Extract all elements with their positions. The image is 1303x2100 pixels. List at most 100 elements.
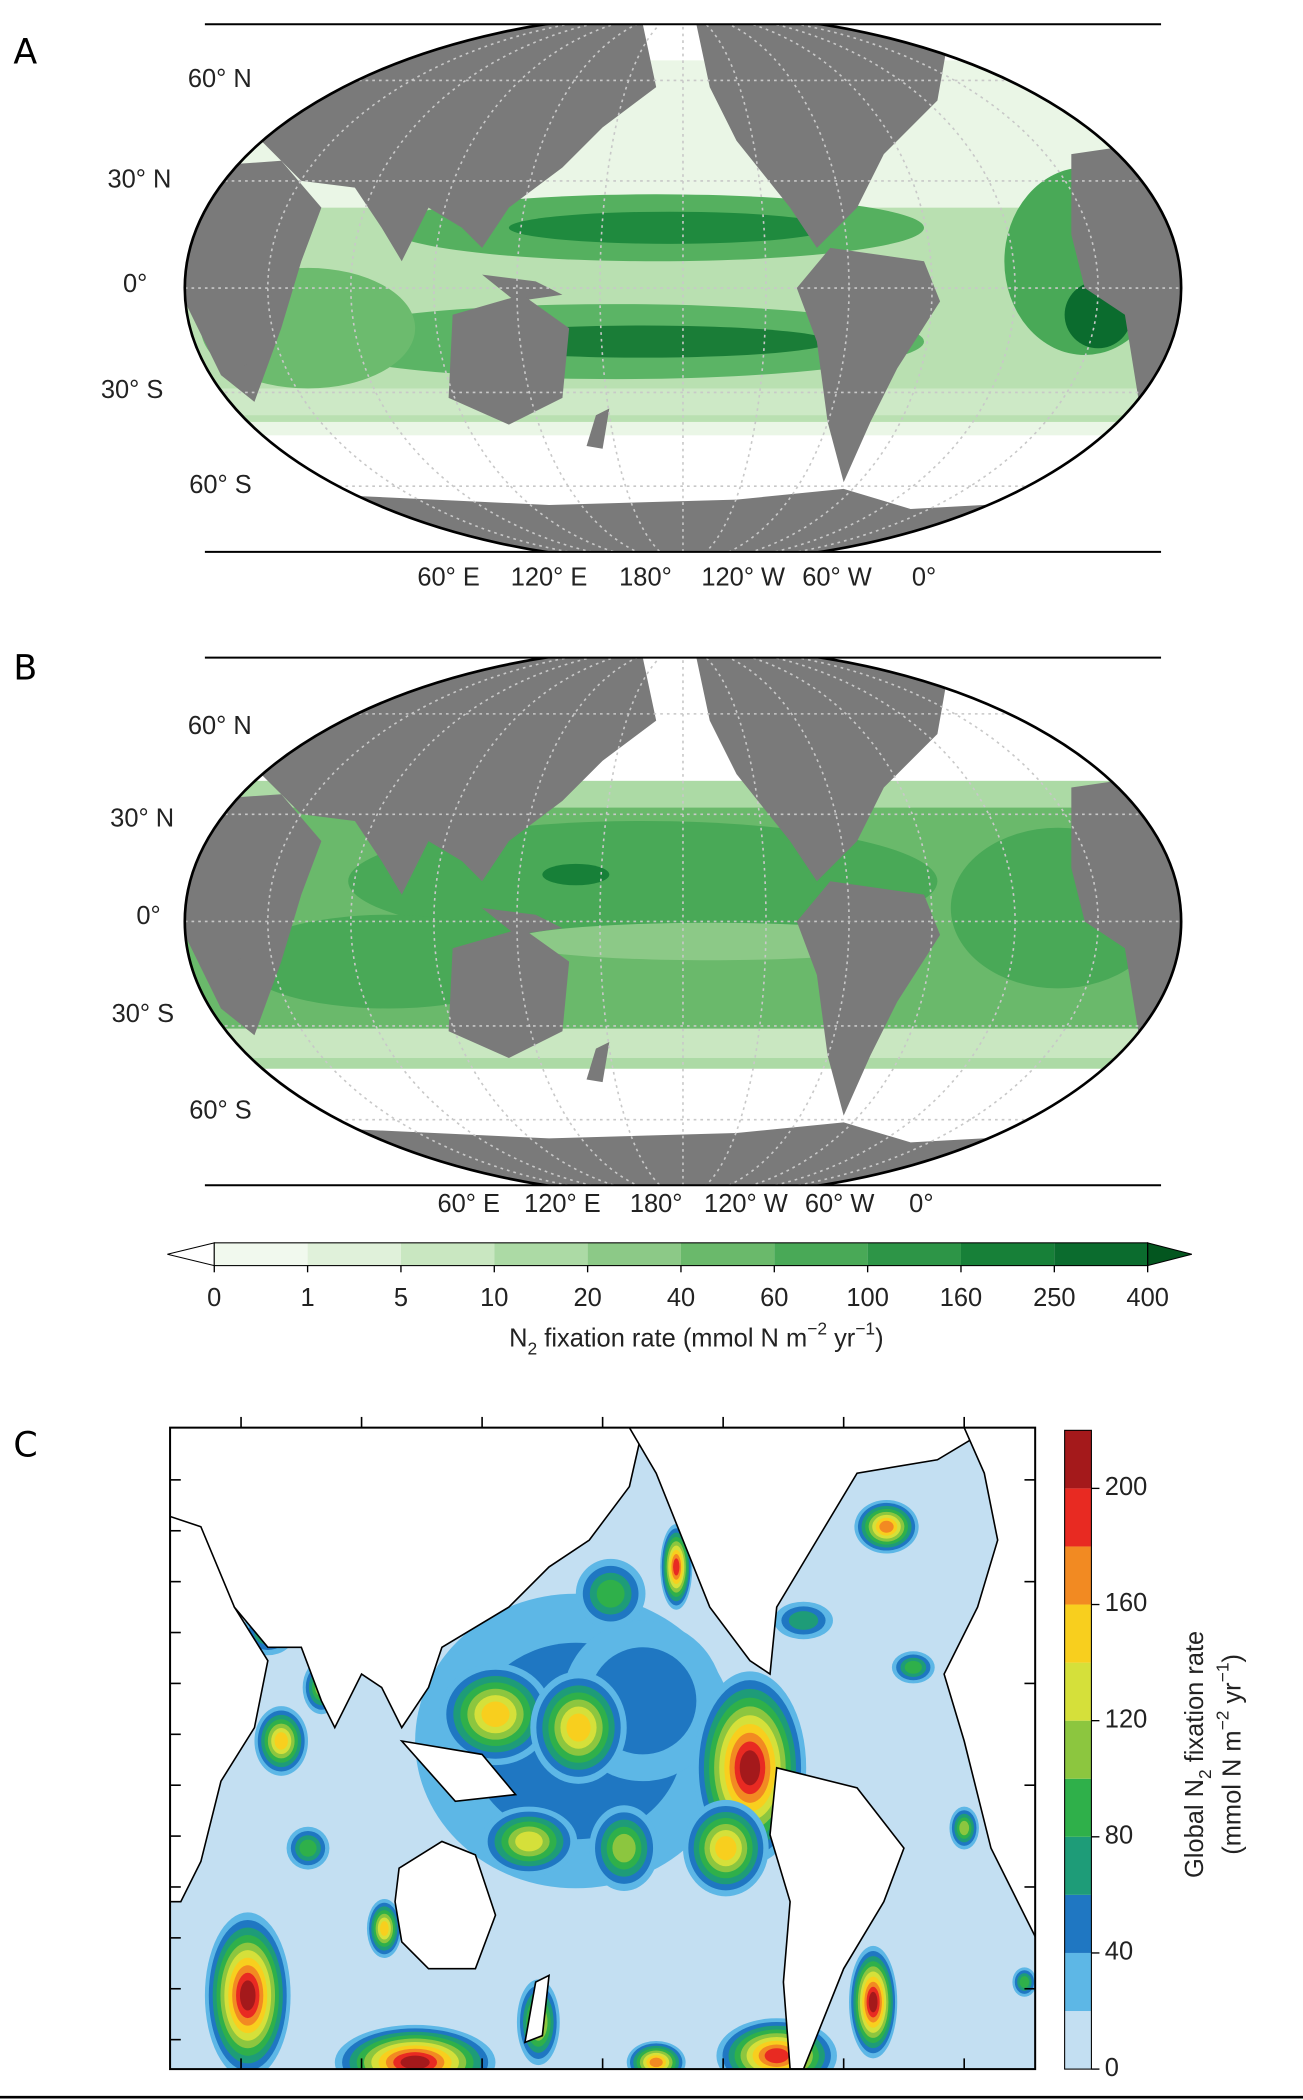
colorbar-tick-label: 160: [940, 1284, 982, 1312]
contour-region: [596, 1579, 625, 1608]
colorbar-title: (mmol N m−2 yr−1): [1212, 1654, 1246, 1855]
panel-label: B: [13, 649, 37, 689]
colorbar-tick-label: 160: [1105, 1589, 1147, 1617]
contour-region: [566, 1713, 591, 1742]
colorbar-arrow: [1147, 1242, 1192, 1267]
latitude-label: 0°: [136, 902, 160, 930]
colorbar-segment: [1064, 1894, 1092, 1953]
latitude-label: 60° S: [189, 1096, 252, 1124]
colorbar-segment: [400, 1242, 495, 1266]
contour-region: [764, 2048, 789, 2064]
colorbar-segment: [774, 1242, 868, 1266]
panel-label: C: [13, 1425, 37, 1465]
longitude-label: 120° W: [704, 1190, 788, 1218]
longitude-label: 60° E: [417, 563, 480, 591]
longitude-label: 60° W: [805, 1190, 875, 1218]
contour-region: [612, 1833, 636, 1863]
latitude-label: 60° S: [189, 471, 252, 499]
colorbar-segment: [1064, 1662, 1092, 1721]
longitude-label: 0°: [912, 563, 936, 591]
map-a: [183, 23, 1183, 553]
colorbar-tick-label: 40: [1105, 1938, 1133, 1966]
latitude-label: 30° S: [101, 376, 164, 404]
colorbar-tick-label: 40: [667, 1284, 695, 1312]
contour-region: [481, 1701, 510, 1727]
colorbar-tick-label: 120: [1105, 1705, 1147, 1733]
contour-region: [673, 1558, 680, 1576]
colorbar-segment: [307, 1242, 401, 1266]
colorbar-segment: [587, 1242, 681, 1266]
title-part: −2: [807, 1318, 827, 1338]
colorbar-title: N2 fixation rate (mmol N m−2 yr−1): [509, 1318, 883, 1358]
contour-region: [959, 1820, 970, 1836]
colorbar-segment: [1064, 2011, 1092, 2070]
colorbar-tick-label: 1: [301, 1284, 315, 1312]
title-part: yr: [1218, 1682, 1246, 1711]
map-b: [183, 656, 1183, 1187]
title-part: ): [1218, 1654, 1246, 1662]
colorbar-tick-label: 400: [1126, 1284, 1168, 1312]
frame-ticks: [170, 1416, 1036, 2070]
panel-label: A: [13, 33, 37, 73]
colorbar-tick-label: 5: [394, 1284, 408, 1312]
contour-region: [739, 1750, 761, 1786]
colorbar-tick-label: 60: [760, 1284, 788, 1312]
colorbar-frame: [1064, 1429, 1092, 2070]
contour-region: [239, 1980, 256, 2011]
colorbar-segment: [1064, 1488, 1092, 1547]
contour-region: [879, 1520, 894, 1533]
longitude-label: 120° W: [701, 563, 785, 591]
colorbar-tick-label: 20: [573, 1284, 601, 1312]
colorbar-segment: [1064, 1546, 1092, 1605]
longitude-label: 180°: [619, 563, 672, 591]
title-part: 2: [1194, 1769, 1214, 1779]
latitude-label: 60° N: [188, 65, 252, 93]
contour-region: [274, 1732, 288, 1750]
colorbar-segment: [1064, 1778, 1092, 1837]
colorbar-segment: [1064, 1720, 1092, 1779]
coastlines: [170, 1427, 1036, 2070]
latitude-label: 30° N: [110, 804, 174, 832]
longitude-label: 60° W: [802, 563, 872, 591]
colorbar-tick-label: 0: [1105, 2054, 1119, 2082]
title-part: fixation rate (mmol N m: [537, 1324, 807, 1352]
longitude-label: 120° E: [511, 563, 588, 591]
colorbar-segment: [214, 1242, 308, 1266]
title-part: (mmol N m: [1218, 1730, 1246, 1854]
title-part: −1: [1212, 1663, 1232, 1683]
title-part: ): [875, 1324, 883, 1352]
colorbar-tick-label: 10: [480, 1284, 508, 1312]
colorbar-segment: [494, 1242, 588, 1266]
colorbar-segment: [867, 1242, 961, 1266]
colorbar-segment: [680, 1242, 775, 1266]
contour-region: [649, 2057, 663, 2068]
colorbar-title: Global N2 fixation rate: [1181, 1631, 1215, 1878]
latitude-label: 0°: [123, 270, 147, 298]
colorbar-tick-label: 0: [207, 1284, 221, 1312]
longitude-label: 180°: [630, 1190, 683, 1218]
colorbar-segment: [960, 1242, 1055, 1266]
colorbar-tick-label: 250: [1033, 1284, 1075, 1312]
title-part: −1: [855, 1318, 875, 1338]
colorbar-segment: [1064, 1604, 1092, 1663]
longitude-label: 60° E: [437, 1190, 500, 1218]
colorbar-segment: [1064, 1952, 1092, 2012]
colorbar-tick-label: 200: [1105, 1473, 1147, 1501]
title-part: fixation rate: [1181, 1631, 1209, 1770]
title-part: −2: [1212, 1711, 1232, 1731]
contour-region: [715, 1836, 737, 1861]
contour-region: [515, 1831, 543, 1852]
colorbar-tick-label: 80: [1105, 1822, 1133, 1850]
colorbar-segment: [1064, 1836, 1092, 1895]
contour-region: [1019, 1976, 1030, 1988]
contour-region: [299, 1839, 317, 1857]
colorbar-segment: [1064, 1430, 1092, 1489]
longitude-label: 120° E: [524, 1190, 601, 1218]
contour-region: [788, 1611, 819, 1630]
longitude-label: 0°: [909, 1190, 933, 1218]
latitude-label: 30° S: [112, 1000, 175, 1028]
colorbar-arrow: [167, 1242, 215, 1267]
latitude-label: 30° N: [108, 166, 172, 194]
title-part: 2: [528, 1338, 538, 1358]
